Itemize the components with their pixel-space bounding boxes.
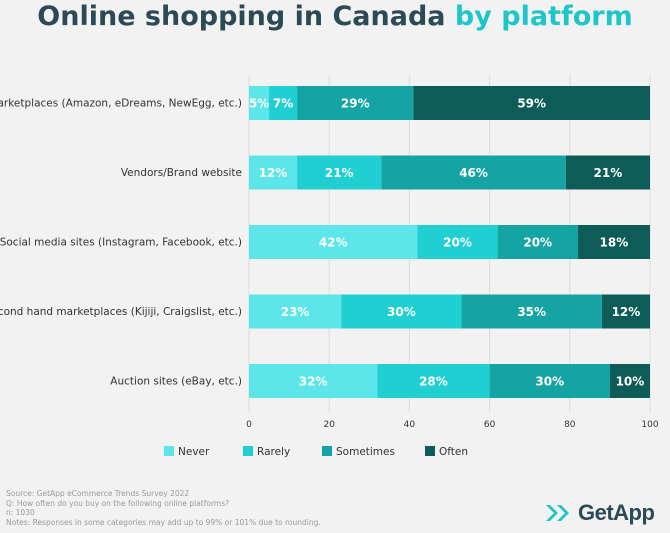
sample-size-note: n: 1030 bbox=[6, 508, 35, 517]
getapp-chevron-icon bbox=[546, 505, 569, 521]
category-label: Marketplaces (Amazon, eDreams, NewEgg, e… bbox=[0, 98, 242, 110]
bar-segment-rarely bbox=[377, 364, 490, 398]
legend-label-never: Never bbox=[178, 446, 210, 458]
bar-value-label: 21% bbox=[325, 166, 354, 180]
bar-segment-rarely bbox=[417, 225, 498, 259]
category-label: Auction sites (eBay, etc.) bbox=[110, 376, 242, 388]
bar-segment-never bbox=[249, 225, 418, 259]
x-tick-label: 40 bbox=[404, 420, 416, 430]
bar-segment-often bbox=[413, 86, 650, 120]
bar-segment-sometimes bbox=[489, 364, 610, 398]
bar-value-label: 30% bbox=[535, 375, 564, 389]
category-labels: Marketplaces (Amazon, eDreams, NewEgg, e… bbox=[0, 98, 242, 388]
bar-segment-never bbox=[249, 294, 342, 329]
bar-segment-never bbox=[249, 155, 298, 190]
bar-segment-sometimes bbox=[297, 86, 414, 120]
x-tick-label: 100 bbox=[641, 420, 658, 430]
bar-value-label: 59% bbox=[517, 97, 546, 111]
bar-value-label: 20% bbox=[443, 236, 472, 250]
bar-value-label: 32% bbox=[299, 375, 328, 389]
legend-swatch-sometimes bbox=[322, 446, 332, 456]
bar-value-label: 29% bbox=[341, 97, 370, 111]
bar-value-label: 5% bbox=[249, 97, 269, 111]
source-notes: Source: GetApp eCommerce Trends Survey 2… bbox=[6, 489, 321, 527]
bar-segment-often bbox=[565, 155, 650, 190]
x-tick-label: 0 bbox=[246, 420, 252, 430]
bar-segment-often bbox=[601, 294, 650, 329]
getapp-logo: GetApp bbox=[544, 500, 655, 526]
legend: Never Rarely Sometimes Often bbox=[164, 446, 468, 458]
bar-value-label: 30% bbox=[387, 305, 416, 319]
legend-label-sometimes: Sometimes bbox=[336, 446, 395, 458]
bar-segment-never bbox=[249, 86, 270, 120]
chart-title: Online shopping in Canada by platform bbox=[0, 0, 670, 34]
getapp-logo-text: GetApp bbox=[578, 500, 655, 525]
bar-segment-rarely bbox=[269, 86, 298, 120]
bar-segment-sometimes bbox=[461, 294, 602, 329]
question-note: Q: How often do you buy on the following… bbox=[6, 498, 230, 508]
legend-label-rarely: Rarely bbox=[257, 446, 290, 458]
chart-title-accent: by platform bbox=[454, 1, 633, 32]
x-tick-label: 20 bbox=[323, 420, 335, 430]
rounding-note: Notes: Responses in some categories may … bbox=[6, 517, 321, 527]
category-label: Second hand marketplaces (Kijiji, Craigs… bbox=[0, 306, 242, 318]
bar-value-label: 46% bbox=[459, 166, 488, 180]
bar-segment-sometimes bbox=[381, 155, 566, 190]
bar-value-label: 18% bbox=[600, 236, 629, 250]
bar-value-label: 23% bbox=[281, 305, 310, 319]
bar-value-label: 10% bbox=[616, 375, 645, 389]
bar-value-label: 12% bbox=[612, 305, 641, 319]
bar-value-label: 7% bbox=[273, 97, 293, 111]
legend-label-often: Often bbox=[439, 446, 468, 458]
bar-segment-sometimes bbox=[497, 225, 578, 259]
x-axis-ticks: 0 20 40 60 80 100 bbox=[246, 420, 659, 430]
bar-value-label: 20% bbox=[523, 236, 552, 250]
bar-segment-often bbox=[609, 364, 650, 398]
legend-swatch-often bbox=[425, 446, 435, 456]
bar-value-label: 21% bbox=[594, 166, 623, 180]
bar-segment-rarely bbox=[297, 155, 382, 190]
bar-value-label: 28% bbox=[419, 375, 448, 389]
x-tick-label: 80 bbox=[564, 420, 576, 430]
bar-segment-often bbox=[577, 225, 650, 259]
category-label: Social media sites (Instagram, Facebook,… bbox=[0, 237, 242, 249]
chart-title-main: Online shopping in Canada bbox=[37, 1, 446, 32]
bar-value-label: 12% bbox=[259, 166, 288, 180]
legend-swatch-never bbox=[164, 446, 174, 456]
source-note: Source: GetApp eCommerce Trends Survey 2… bbox=[6, 489, 190, 498]
x-tick-label: 60 bbox=[484, 420, 496, 430]
bars: 5% 7% 29% 59% 12% 21% 46% 21% 42% 20% 20% 18% 23% 30%… bbox=[249, 86, 650, 398]
bar-segment-rarely bbox=[341, 294, 462, 329]
bar-value-label: 42% bbox=[319, 236, 348, 250]
bar-value-label: 35% bbox=[517, 305, 546, 319]
category-label: Vendors/Brand website bbox=[121, 167, 242, 179]
bar-segment-never bbox=[249, 364, 378, 398]
legend-swatch-rarely bbox=[243, 446, 253, 456]
